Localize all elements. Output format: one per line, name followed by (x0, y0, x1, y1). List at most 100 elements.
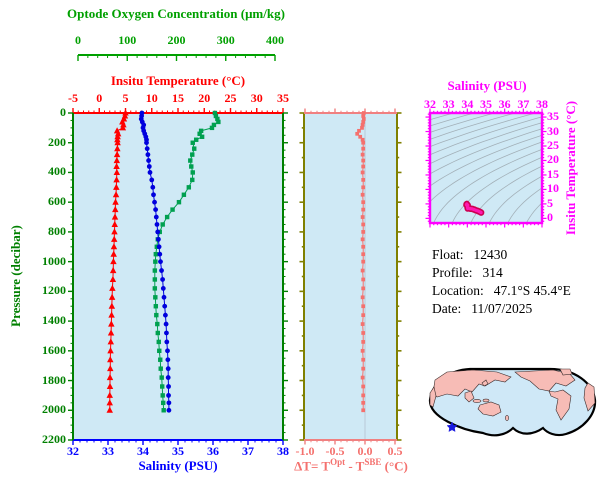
world-map (425, 363, 605, 463)
oxygen-tick-label: 100 (118, 33, 137, 47)
deltat-title-part: - T (345, 458, 365, 474)
ts-temperature-tick-label: 5 (547, 195, 553, 210)
location-value: 47.1°S 45.4°E (493, 283, 571, 298)
pressure-tick-label: 1600 (42, 342, 66, 357)
ts-temperature-tick-label: 20 (547, 152, 559, 167)
ts-temperature-tick-label: 0 (547, 210, 553, 225)
profile-line: Profile: 314 (432, 264, 571, 282)
ts-salinity-tick-label: 32 (424, 97, 436, 111)
map-land-africa-left (429, 386, 437, 408)
deltat-axis-title: ΔT= TOpt - TSBE (°C) (288, 457, 414, 474)
location-line: Location: 47.1°S 45.4°E (432, 282, 571, 300)
ts-temperature-axis-title: Insitu Temperature (°C) (563, 100, 578, 236)
oxygen-tick-label: 200 (167, 33, 186, 47)
pressure-tick-label: 2000 (42, 402, 66, 417)
temperature-tick-label: 10 (145, 91, 158, 105)
pressure-tick-label: 200 (48, 134, 66, 149)
salinity-axis-title: Salinity (PSU) (138, 458, 218, 473)
profile-value: 314 (482, 265, 503, 280)
pressure-tick-label: 1000 (42, 253, 66, 268)
ts-salinity-axis-title: Salinity (PSU) (447, 78, 527, 93)
pressure-axis-title: Pressure (decibar) (8, 225, 23, 327)
pressure-tick-label: 400 (48, 164, 66, 179)
deltat-panel-axes (299, 108, 402, 445)
ts-data-curve (463, 200, 485, 216)
deltat-title-sup-opt: Opt (330, 457, 346, 467)
ts-temperature-tick-label: 10 (547, 181, 559, 196)
temperature-tick-label: 0 (96, 91, 103, 105)
pressure-tick-label: 800 (48, 223, 66, 238)
main-panel-axes (68, 54, 288, 445)
map-land-indochina (464, 390, 475, 403)
oxygen-tick-label: 300 (216, 33, 235, 47)
ts-salinity-tick-label: 35 (480, 97, 492, 111)
ts-panel-frame (425, 108, 547, 228)
map-land-australia (477, 401, 502, 417)
map-land-africa-right (583, 382, 596, 412)
salinity-tick-label: 34 (137, 444, 149, 458)
salinity-tick-label: 35 (172, 444, 184, 458)
pressure-tick-label: 1800 (42, 372, 66, 387)
profile-label: Profile: (432, 265, 473, 280)
float-label: Float: (432, 247, 464, 262)
ts-salinity-tick-label: 36 (498, 97, 511, 111)
deltat-title-sup-sbe: SBE (364, 457, 382, 467)
oxygen-tick-label: 0 (75, 33, 81, 47)
deltat-tick-label: -1.0 (295, 444, 315, 458)
map-land-japan (481, 379, 489, 387)
map-land-indonesia (472, 399, 482, 403)
deltat-series (355, 111, 366, 413)
salinity-tick-label: 32 (67, 444, 79, 458)
deltat-tick-label: -0.5 (325, 444, 345, 458)
pressure-tick-label: 1200 (42, 283, 66, 298)
salinity-tick-label: 33 (102, 444, 114, 458)
location-label: Location: (432, 283, 484, 298)
map-land-eurasia (432, 369, 512, 398)
temperature-tick-label: 25 (224, 91, 237, 105)
temperature-tick-label: 20 (198, 91, 211, 105)
map-land (429, 368, 596, 421)
ts-isopycnal-contours (430, 113, 542, 223)
ts-temperature-tick-label: 35 (547, 109, 559, 124)
float-id-line: Float: 12430 (432, 246, 571, 264)
salinity-tick-label: 37 (242, 444, 254, 458)
float-info-block: Float: 12430 Profile: 314 Location: 47.1°S … (432, 246, 571, 318)
pressure-tick-label: 0 (60, 105, 66, 119)
temperature-series (106, 109, 129, 413)
ts-temperature-tick-label: 15 (547, 166, 559, 181)
world-map-canvas (428, 367, 597, 437)
date-value: 11/07/2025 (471, 301, 533, 316)
salinity-tick-label: 38 (277, 444, 289, 458)
ts-salinity-tick-label: 33 (442, 97, 455, 111)
deltat-title-part: (°C) (381, 458, 408, 474)
ts-temperature-tick-label: 25 (547, 138, 559, 152)
oxygen-axis-title: Optode Oxygen Concentration (μm/kg) (67, 6, 285, 21)
temperature-tick-label: 35 (277, 91, 289, 105)
ts-temperature-tick-label: 30 (547, 123, 559, 138)
temperature-axis-title: Insitu Temperature (°C) (110, 73, 246, 88)
map-land-newguinea (482, 398, 490, 403)
deltat-title-part: ΔT= T (294, 458, 331, 474)
deltat-tick-label: 0.0 (357, 444, 373, 458)
oxygen-tick-label: 400 (266, 33, 284, 47)
pressure-tick-label: 1400 (42, 313, 66, 328)
pressure-tick-label: 2200 (42, 432, 66, 446)
map-land-newzealand (505, 415, 509, 421)
salinity-tick-label: 36 (207, 444, 219, 458)
temperature-tick-label: 15 (172, 91, 184, 105)
map-land-greenland (559, 368, 573, 376)
temperature-tick-label: -5 (68, 91, 78, 105)
float-location-star-icon (446, 421, 458, 432)
temperature-tick-label: 30 (250, 91, 263, 105)
ts-salinity-tick-label: 34 (461, 97, 474, 111)
ts-salinity-tick-label: 37 (517, 97, 530, 111)
date-line: Date: 11/07/2025 (432, 300, 571, 318)
float-value: 12430 (473, 247, 508, 262)
ts-salinity-tick-label: 38 (536, 97, 548, 111)
salinity-series (138, 110, 172, 413)
date-label: Date: (432, 301, 462, 316)
map-land-south-america (548, 389, 572, 421)
temperature-tick-label: 5 (122, 91, 129, 105)
